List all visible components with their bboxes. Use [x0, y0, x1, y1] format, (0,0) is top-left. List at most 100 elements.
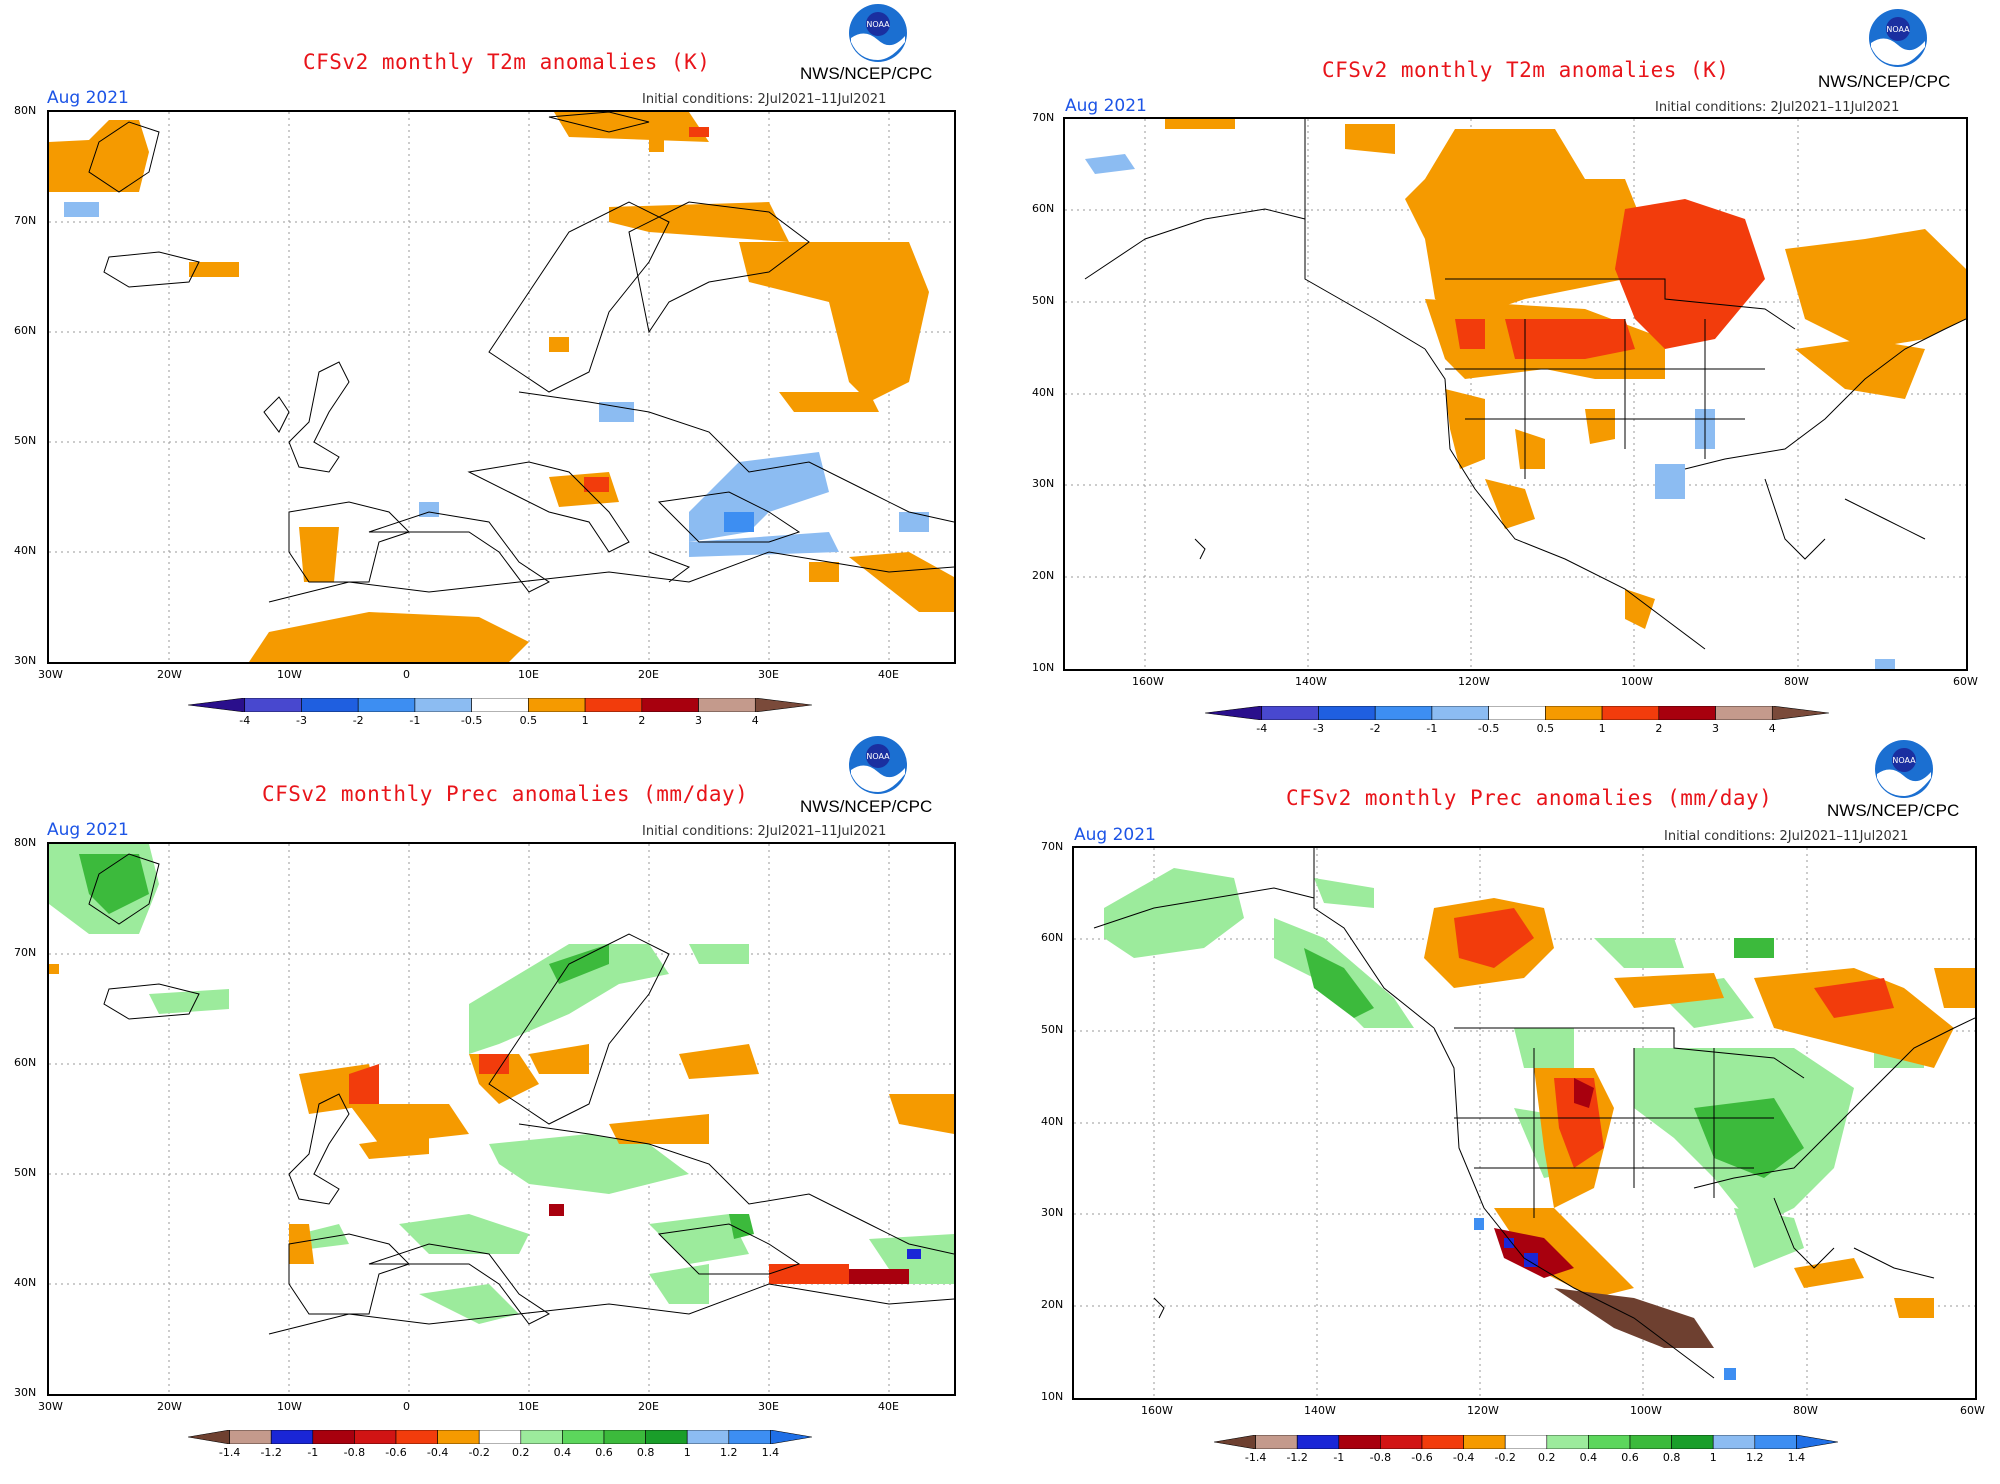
- colorbar-segment: [1318, 706, 1376, 720]
- colorbar-tick-label: 4: [751, 714, 759, 727]
- colorbar-segment: [528, 698, 586, 712]
- colorbar-segment: [1796, 1435, 1838, 1449]
- colorbar-tick-label: 1.2: [720, 1446, 738, 1459]
- colorbar-segment: [728, 1430, 771, 1444]
- colorbar-segment: [471, 698, 529, 712]
- colorbar-tick-label: -1.2: [1286, 1451, 1308, 1464]
- colorbar-tick-label: 4: [1768, 722, 1776, 735]
- map-frame: [1063, 117, 1968, 671]
- lat-label: 80N: [14, 836, 37, 849]
- colorbar-segment: [1658, 706, 1716, 720]
- colorbar-segment: [1338, 1435, 1381, 1449]
- lon-label: 120W: [1467, 1404, 1499, 1417]
- svg-text:NOAA: NOAA: [866, 752, 890, 761]
- colorbar-segment: [1261, 706, 1319, 720]
- colorbar-segment: [686, 1430, 730, 1444]
- colorbar-tick-label: -0.6: [385, 1446, 407, 1459]
- colorbar-tick-label: 1: [1598, 722, 1606, 735]
- lat-label: 70N: [14, 946, 37, 959]
- colorbar-tick-label: -0.4: [1452, 1451, 1475, 1464]
- colorbar-segment: [1488, 706, 1546, 720]
- page-title: CFSv2 monthly Prec anomalies (mm/day): [262, 782, 749, 806]
- lon-label: 100W: [1630, 1404, 1662, 1417]
- lat-label: 50N: [14, 1166, 37, 1179]
- colorbar-segment: [478, 1430, 522, 1444]
- lon-label: 40E: [878, 668, 899, 681]
- lat-label: 60N: [14, 324, 37, 337]
- noaa-logo-icon: NOAA: [1867, 7, 1929, 69]
- colorbar-segment: [1712, 1435, 1756, 1449]
- colorbar-tick-label: 1.4: [1787, 1451, 1806, 1464]
- lat-label: 70N: [14, 214, 37, 227]
- lat-label: 10N: [1032, 661, 1055, 674]
- colorbar-segment: [1504, 1435, 1548, 1449]
- colorbar-tick-label: -1.2: [260, 1446, 282, 1459]
- lon-label: 20E: [638, 1400, 659, 1413]
- forecast-month: Aug 2021: [1065, 96, 1147, 116]
- colorbar-segment: [1629, 1435, 1672, 1449]
- lat-label: 60N: [14, 1056, 37, 1069]
- lon-label: 30W: [38, 668, 63, 681]
- lon-label: 120W: [1458, 675, 1490, 688]
- source-label: NWS/NCEP/CPC: [800, 64, 933, 83]
- colorbar-segment: [312, 1430, 355, 1444]
- lon-label: 30E: [758, 668, 779, 681]
- colorbar-tick-label: 0.6: [1621, 1451, 1639, 1464]
- colorbar-segment: [520, 1430, 563, 1444]
- lon-label: 20E: [638, 668, 659, 681]
- map-frame: [47, 842, 956, 1396]
- initial-conditions: Initial conditions: 2Jul2021–11Jul2021: [642, 824, 887, 839]
- initial-conditions: Initial conditions: 2Jul2021–11Jul2021: [1655, 100, 1900, 115]
- colorbar-tick-label: -3: [295, 714, 307, 727]
- lat-label: 30N: [1041, 1206, 1064, 1219]
- colorbar-tick-label: 1: [1709, 1451, 1717, 1464]
- colorbar-segment: [244, 698, 302, 712]
- lon-label: 20W: [157, 1400, 182, 1413]
- colorbar-segment: [754, 698, 812, 712]
- colorbar-tick-label: -0.8: [1369, 1451, 1392, 1464]
- lat-label: 30N: [14, 654, 37, 667]
- colorbar-segment: [603, 1430, 646, 1444]
- colorbar-tick-label: 3: [695, 714, 703, 727]
- colorbar-segment: [1421, 1435, 1464, 1449]
- lon-label: 30E: [758, 1400, 779, 1413]
- source-label: NWS/NCEP/CPC: [800, 797, 933, 816]
- colorbar-segment: [1255, 1435, 1298, 1449]
- colorbar-segment: [1601, 706, 1660, 720]
- colorbar-segment: [414, 698, 472, 712]
- map-frame: [1072, 846, 1977, 1400]
- lat-label: 60N: [1032, 202, 1055, 215]
- colorbar: [1205, 706, 1829, 720]
- colorbar-tick-label: -1: [1333, 1451, 1345, 1464]
- colorbar-segment: [1374, 706, 1433, 720]
- forecast-month: Aug 2021: [47, 820, 129, 840]
- colorbar-tick-label: -1: [307, 1446, 319, 1459]
- lat-label: 50N: [14, 434, 37, 447]
- lat-label: 20N: [1041, 1298, 1064, 1311]
- colorbar-segment: [1463, 1435, 1506, 1449]
- lon-label: 140W: [1295, 675, 1327, 688]
- colorbar-segment: [770, 1430, 812, 1444]
- colorbar-tick-label: -0.6: [1411, 1451, 1433, 1464]
- colorbar-segment: [357, 698, 416, 712]
- colorbar-tick-label: -1.4: [1244, 1451, 1267, 1464]
- colorbar-tick-label: -2: [1369, 722, 1381, 735]
- lon-label: 80W: [1793, 1404, 1818, 1417]
- lat-label: 20N: [1032, 569, 1055, 582]
- lat-label: 40N: [14, 1276, 37, 1289]
- colorbar-segment: [301, 698, 359, 712]
- map-frame: [47, 110, 956, 664]
- colorbar-segment: [437, 1430, 480, 1444]
- lon-label: 160W: [1132, 675, 1164, 688]
- colorbar-tick-label: -0.5: [1477, 722, 1500, 735]
- svg-text:NOAA: NOAA: [1886, 25, 1910, 34]
- forecast-month: Aug 2021: [47, 88, 129, 108]
- colorbar-tick-label: 2: [638, 714, 646, 727]
- colorbar-segment: [188, 698, 246, 712]
- lat-label: 10N: [1041, 1390, 1064, 1403]
- lon-label: 100W: [1621, 675, 1653, 688]
- colorbar-segment: [562, 1430, 605, 1444]
- lon-label: 20W: [157, 668, 182, 681]
- colorbar: [188, 698, 812, 712]
- forecast-month: Aug 2021: [1074, 825, 1156, 845]
